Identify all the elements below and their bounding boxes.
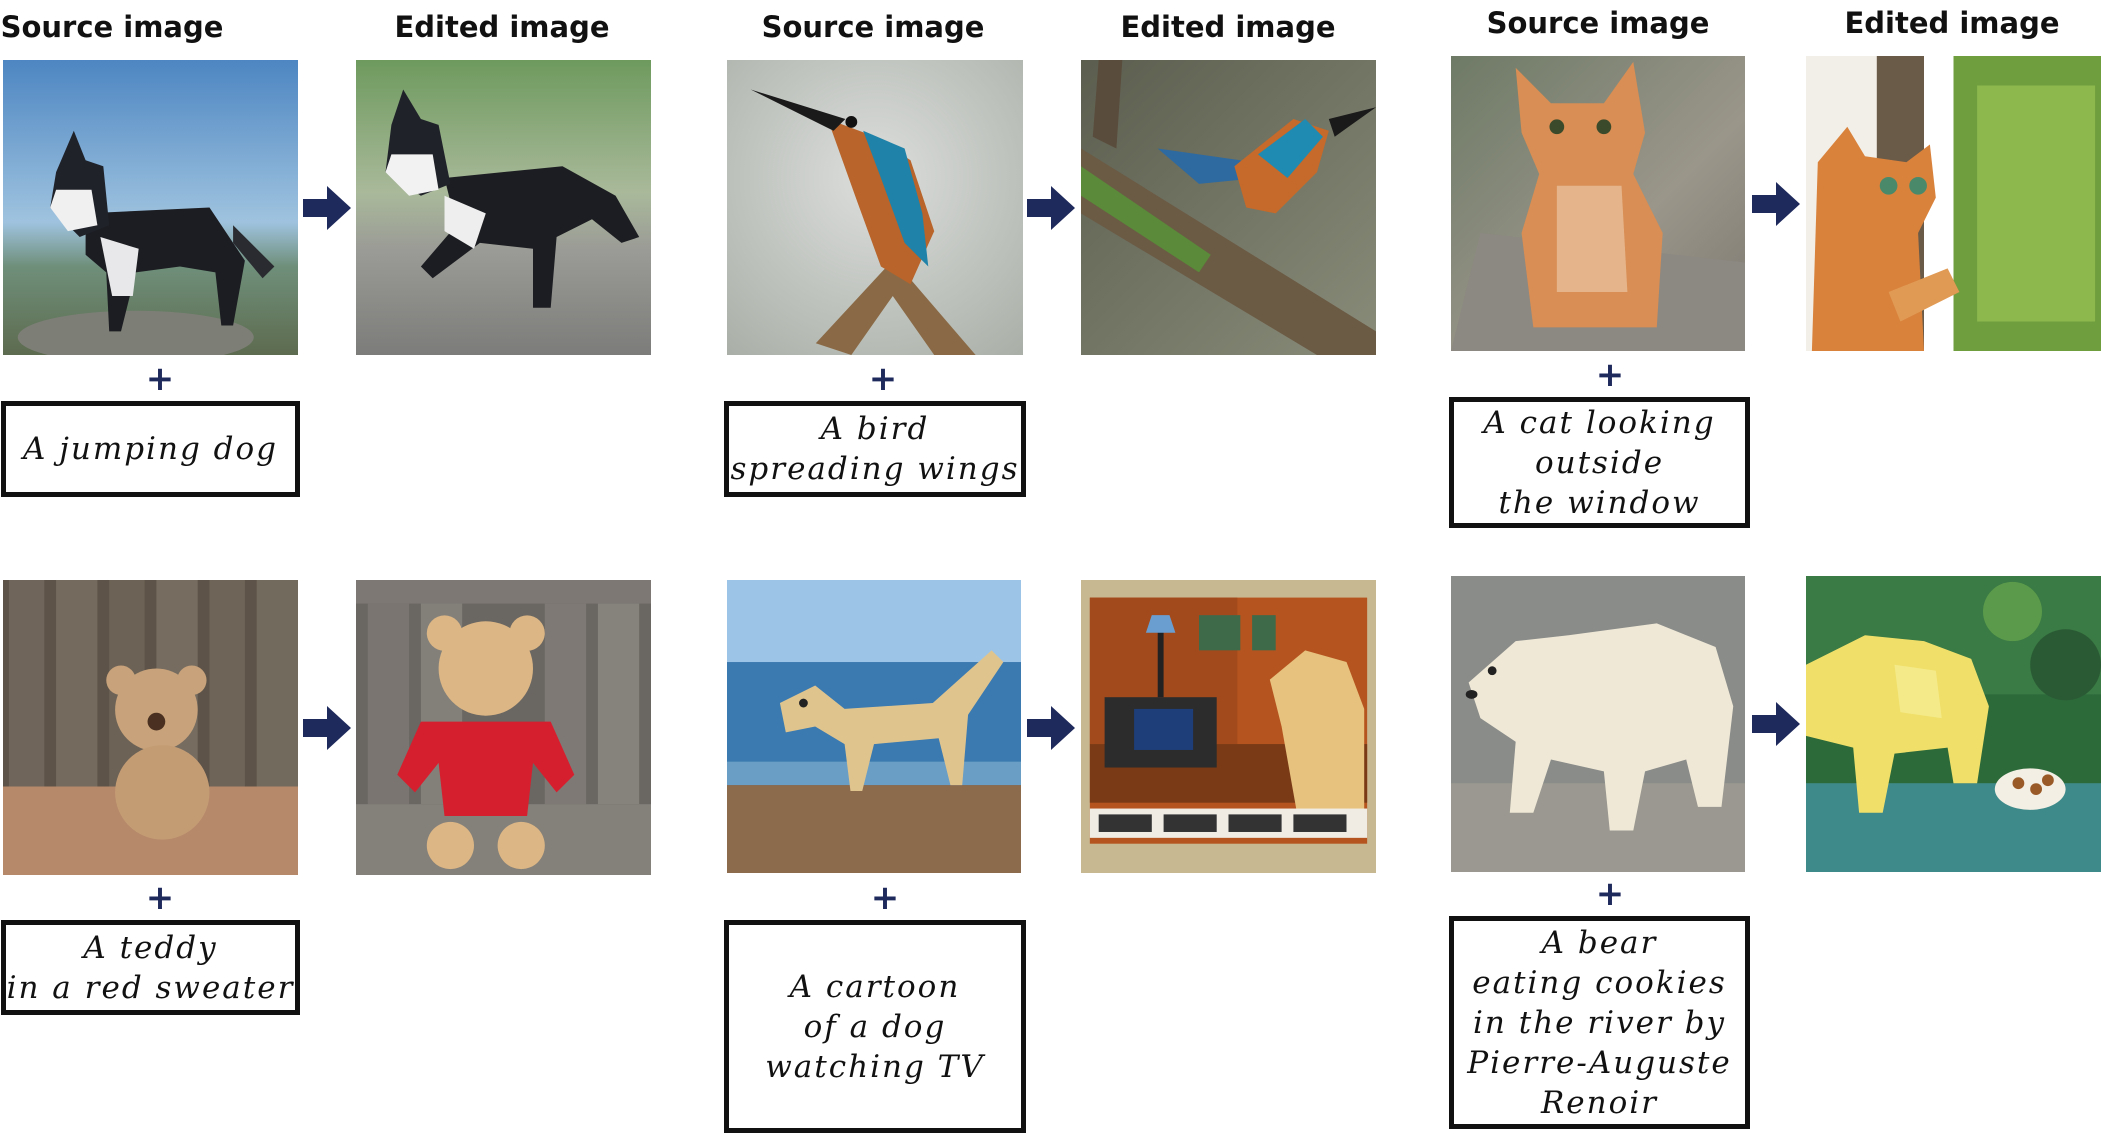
header-edited-3: Edited image bbox=[1844, 6, 2060, 40]
prompt-text: A cat looking outside the window bbox=[1483, 404, 1716, 521]
plus-symbol: + bbox=[868, 359, 898, 399]
header-edited-1: Edited image bbox=[394, 10, 610, 44]
prompt-box: A cartoon of a dog watching TV bbox=[724, 920, 1026, 1133]
prompt-box: A bear eating cookies in the river by Pi… bbox=[1449, 916, 1750, 1129]
header-source-2: Source image bbox=[761, 10, 985, 44]
arrow-right-icon bbox=[303, 186, 351, 230]
plus-symbol: + bbox=[145, 359, 175, 399]
prompt-box: A cat looking outside the window bbox=[1449, 397, 1750, 528]
edited-image-husky-jumping bbox=[356, 60, 651, 355]
arrow-right-icon bbox=[1752, 702, 1800, 746]
source-image-tabby-cat bbox=[1451, 56, 1745, 351]
source-image-golden-retriever bbox=[727, 580, 1021, 873]
plus-symbol: + bbox=[145, 878, 175, 918]
source-image-teddy-bear bbox=[3, 580, 298, 875]
arrow-right-icon bbox=[1027, 186, 1075, 230]
arrow-right-icon bbox=[303, 706, 351, 750]
edited-image-cat-window bbox=[1806, 56, 2101, 351]
edited-image-teddy-sweater bbox=[356, 580, 651, 875]
arrow-right-icon bbox=[1752, 182, 1800, 226]
prompt-text: A cartoon of a dog watching TV bbox=[765, 968, 985, 1085]
prompt-box: A teddy in a red sweater bbox=[1, 920, 300, 1015]
prompt-text: A teddy in a red sweater bbox=[6, 929, 295, 1006]
prompt-text: A bird spreading wings bbox=[730, 411, 1020, 487]
arrow-right-icon bbox=[1027, 706, 1075, 750]
prompt-text: A bear eating cookies in the river by Pi… bbox=[1467, 924, 1732, 1121]
edited-image-renoir-bear bbox=[1806, 576, 2101, 872]
source-image-polar-bear bbox=[1451, 576, 1745, 872]
header-source-3: Source image bbox=[1486, 6, 1710, 40]
plus-symbol: + bbox=[1595, 355, 1625, 395]
edited-image-cartoon-dog-tv bbox=[1081, 580, 1376, 873]
source-image-kingfisher bbox=[727, 60, 1023, 355]
header-source-1: Source image bbox=[0, 10, 224, 44]
header-edited-2: Edited image bbox=[1120, 10, 1336, 44]
prompt-text: A jumping dog bbox=[23, 431, 278, 467]
prompt-box: A jumping dog bbox=[1, 401, 300, 497]
source-image-husky bbox=[3, 60, 298, 355]
plus-symbol: + bbox=[870, 878, 900, 918]
plus-symbol: + bbox=[1595, 874, 1625, 914]
prompt-box: A bird spreading wings bbox=[724, 401, 1026, 497]
edited-image-kingfisher-wings bbox=[1081, 60, 1376, 355]
